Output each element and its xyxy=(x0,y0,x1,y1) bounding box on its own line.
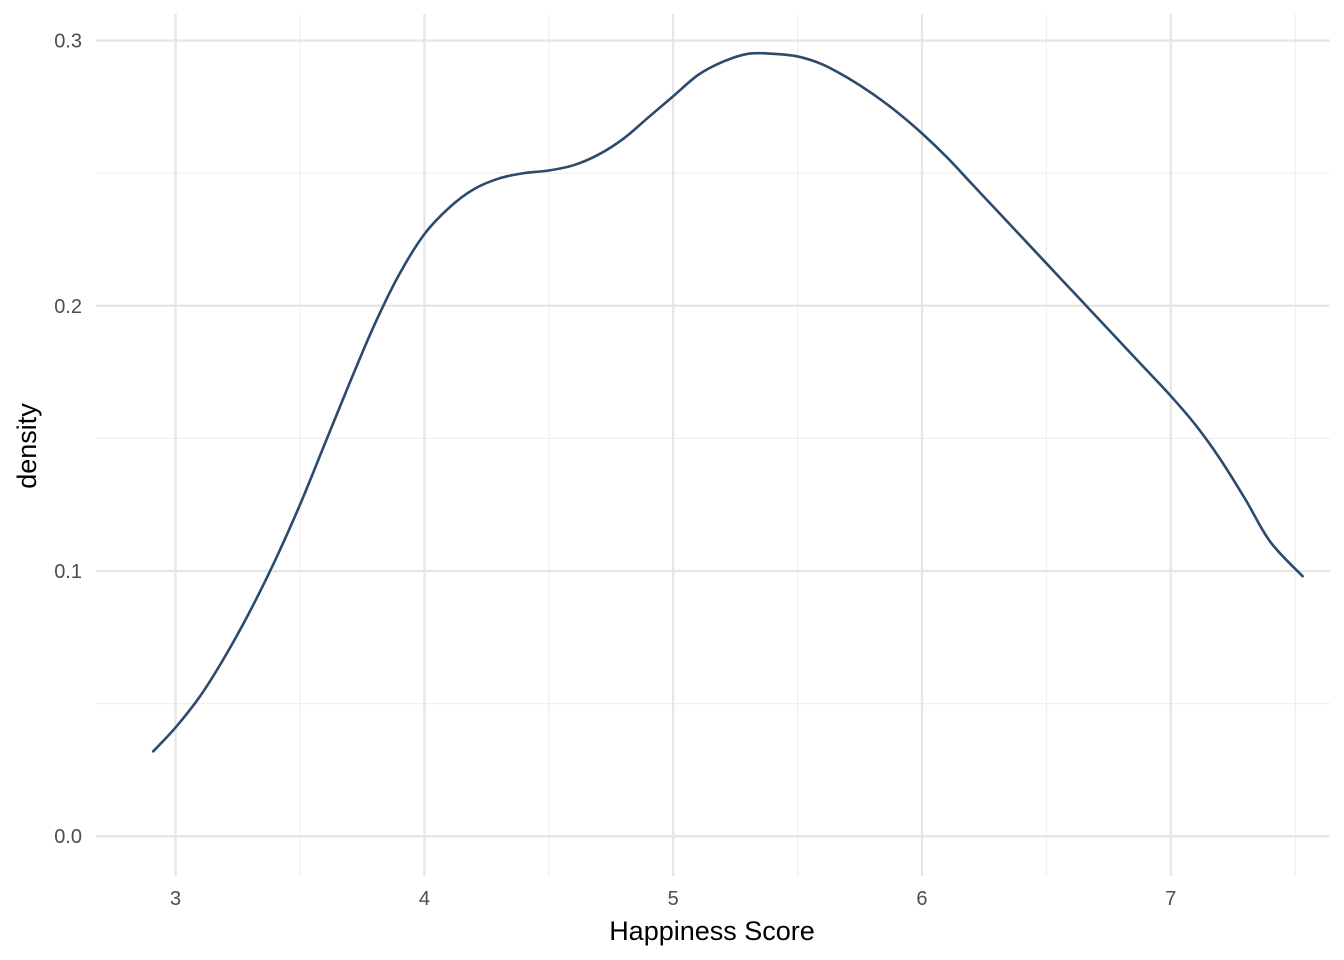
density-line xyxy=(151,51,1304,753)
y-axis-title: density xyxy=(12,403,42,489)
x-tick-label: 4 xyxy=(419,888,430,910)
y-tick-label: 0.1 xyxy=(54,561,82,583)
y-tick-label: 0.2 xyxy=(54,296,82,318)
y-axis-ticks: 0.0 0.1 0.2 0.3 xyxy=(54,31,82,849)
x-tick-label: 6 xyxy=(916,888,927,910)
density-series xyxy=(151,51,1304,753)
x-tick-label: 3 xyxy=(170,888,181,910)
x-axis-title: Happiness Score xyxy=(609,916,815,946)
y-tick-label: 0.0 xyxy=(54,826,82,848)
x-tick-label: 7 xyxy=(1165,888,1176,910)
minor-gridlines xyxy=(96,14,1330,876)
x-axis-ticks: 3 4 5 6 7 xyxy=(170,888,1176,910)
y-tick-label: 0.3 xyxy=(54,31,82,53)
major-gridlines xyxy=(96,14,1330,876)
x-tick-label: 5 xyxy=(668,888,679,910)
